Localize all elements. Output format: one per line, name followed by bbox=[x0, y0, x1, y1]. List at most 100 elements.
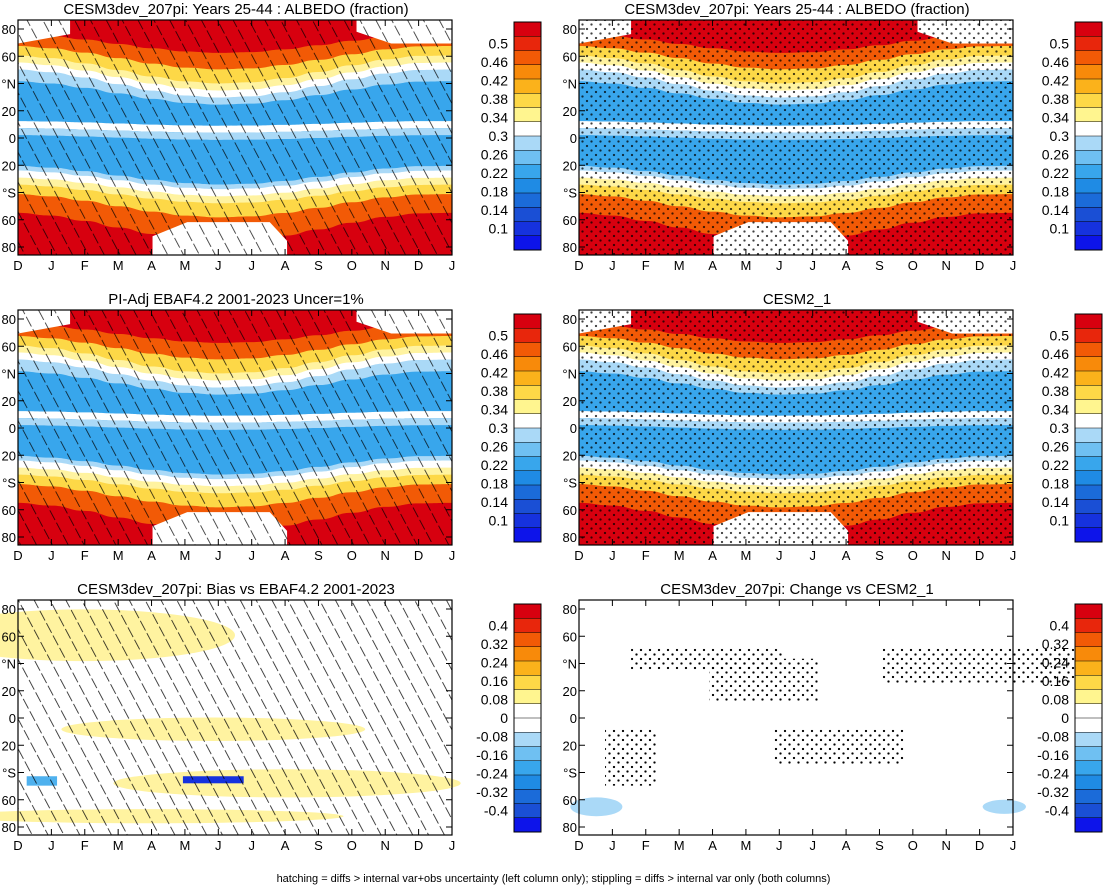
y-tick-label: 20 bbox=[2, 394, 16, 409]
y-tick-label: °N bbox=[562, 657, 577, 672]
colorbar-swatch bbox=[1075, 604, 1102, 619]
y-tick-label: °N bbox=[1, 77, 16, 92]
colorbar-3: 0.5 0.46 0.42 0.38 0.34 0.3 0.26 0.22 0.18 0.14 0.… bbox=[481, 313, 542, 543]
x-tick-label: F bbox=[642, 838, 650, 853]
colorbar-label: 0.18 bbox=[1042, 476, 1069, 492]
colorbar-swatch bbox=[1075, 789, 1102, 804]
y-tick-label: 20 bbox=[2, 684, 16, 699]
colorbar-swatch bbox=[1075, 632, 1102, 648]
colorbar-label: 0.3 bbox=[1050, 128, 1070, 144]
colorbar-swatch bbox=[514, 646, 541, 662]
x-tick-label: N bbox=[381, 258, 390, 273]
colorbar-label: -0.24 bbox=[1037, 766, 1069, 782]
colorbar-swatch bbox=[514, 789, 541, 804]
colorbar-swatch bbox=[1075, 675, 1102, 690]
y-tick-label: 60 bbox=[563, 629, 577, 644]
colorbar-label: 0.14 bbox=[481, 494, 508, 510]
stippling-overlay bbox=[579, 310, 1013, 545]
colorbar-4: 0.5 0.46 0.42 0.38 0.34 0.3 0.26 0.22 0.18 0.14 0.… bbox=[1042, 313, 1103, 543]
colorbar-6: 0.4 0.32 0.24 0.16 0.08 0 -0.08 -0.16 -0.24 -0.32… bbox=[1037, 603, 1103, 833]
change-region bbox=[570, 797, 623, 817]
x-tick-label: S bbox=[875, 838, 884, 853]
colorbar-swatch bbox=[1075, 399, 1102, 415]
x-tick-label: D bbox=[574, 838, 583, 853]
colorbar-label: 0.08 bbox=[1042, 691, 1069, 707]
x-tick-label: O bbox=[347, 838, 357, 853]
colorbar-label: 0.34 bbox=[481, 401, 508, 417]
y-tick-label: °N bbox=[562, 367, 577, 382]
x-tick-label: N bbox=[942, 838, 951, 853]
y-tick-label: °N bbox=[562, 77, 577, 92]
colorbar-swatch bbox=[1075, 817, 1102, 833]
colorbar-label: 0.42 bbox=[481, 364, 508, 380]
colorbar-swatch bbox=[1075, 413, 1102, 429]
y-tick-label: 20 bbox=[563, 738, 577, 753]
colorbar-swatch bbox=[514, 618, 541, 633]
y-tick-label: 20 bbox=[563, 448, 577, 463]
colorbar-label: 0.08 bbox=[481, 691, 508, 707]
x-tick-label: J bbox=[776, 548, 783, 563]
x-tick-label: J bbox=[48, 838, 55, 853]
colorbar-label: 0.38 bbox=[1042, 383, 1069, 399]
colorbar-label: 0.1 bbox=[489, 221, 509, 237]
x-tick-label: D bbox=[414, 548, 423, 563]
colorbar-label: 0.46 bbox=[481, 346, 508, 362]
colorbar-swatch bbox=[1075, 428, 1102, 443]
colorbar-swatch bbox=[514, 22, 541, 37]
colorbar-label: 0.5 bbox=[1050, 327, 1070, 343]
heatmap-panel-3: D J F M A M J J A S O N D J 80 60 °N 20 0 20 °S 60 80 bbox=[1, 309, 456, 563]
colorbar-label: 0 bbox=[500, 710, 508, 726]
colorbar-swatch bbox=[514, 107, 541, 123]
x-tick-label: J bbox=[1010, 258, 1017, 273]
panel-title-2: CESM3dev_207pi: Years 25-44 : ALBEDO (fr… bbox=[624, 1, 969, 18]
colorbar-label: 0.42 bbox=[1042, 72, 1069, 88]
x-tick-label: M bbox=[741, 258, 752, 273]
colorbar-label: 0.14 bbox=[1042, 202, 1069, 218]
colorbar-label: 0.24 bbox=[481, 654, 508, 670]
colorbar-label: 0.18 bbox=[1042, 184, 1069, 200]
x-tick-label: D bbox=[574, 258, 583, 273]
colorbar-swatch bbox=[1075, 371, 1102, 386]
x-tick-label: M bbox=[180, 258, 191, 273]
y-tick-label: 20 bbox=[563, 394, 577, 409]
colorbar-swatch bbox=[514, 36, 541, 51]
x-tick-label: A bbox=[708, 548, 717, 563]
stippling-overlay bbox=[605, 729, 658, 786]
x-tick-label: A bbox=[842, 548, 851, 563]
x-tick-label: O bbox=[347, 548, 357, 563]
y-tick-label: 80 bbox=[2, 240, 16, 255]
colorbar-label: 0.14 bbox=[481, 202, 508, 218]
colorbar-label: -0.16 bbox=[1037, 747, 1069, 763]
y-tick-label: 0 bbox=[9, 421, 16, 436]
x-tick-label: D bbox=[414, 838, 423, 853]
colorbars: 0.5 0.46 0.42 0.38 0.34 0.3 0.26 0.22 0.18 0.14 0.… bbox=[476, 21, 1103, 833]
colorbar-swatch bbox=[1075, 22, 1102, 37]
colorbar-label: 0.14 bbox=[1042, 494, 1069, 510]
colorbar-label: 0.3 bbox=[489, 420, 509, 436]
hatching-overlay bbox=[18, 310, 452, 545]
colorbar-swatch bbox=[1075, 703, 1102, 719]
colorbar-label: -0.08 bbox=[1037, 729, 1069, 745]
colorbar-swatch bbox=[1075, 689, 1102, 705]
colorbar-swatch bbox=[514, 760, 541, 776]
colorbar-label: 0.22 bbox=[481, 457, 508, 473]
hatching-overlay bbox=[18, 20, 452, 255]
colorbar-label: 0.38 bbox=[481, 91, 508, 107]
colorbar-swatch bbox=[1075, 775, 1102, 790]
x-tick-label: J bbox=[449, 548, 456, 563]
panel-title-1: CESM3dev_207pi: Years 25-44 : ALBEDO (fr… bbox=[63, 1, 408, 18]
colorbar-swatch bbox=[1075, 150, 1102, 165]
colorbar-swatch bbox=[1075, 178, 1102, 194]
y-tick-label: °N bbox=[1, 657, 16, 672]
y-tick-label: °S bbox=[2, 186, 16, 201]
x-tick-label: A bbox=[147, 258, 156, 273]
x-tick-label: D bbox=[13, 258, 22, 273]
x-tick-label: J bbox=[609, 258, 616, 273]
x-tick-label: M bbox=[674, 548, 685, 563]
x-tick-label: F bbox=[642, 258, 650, 273]
x-tick-label: S bbox=[314, 258, 323, 273]
colorbar-swatch bbox=[514, 64, 541, 80]
colorbar-label: 0.38 bbox=[481, 383, 508, 399]
colorbar-swatch bbox=[514, 803, 541, 819]
